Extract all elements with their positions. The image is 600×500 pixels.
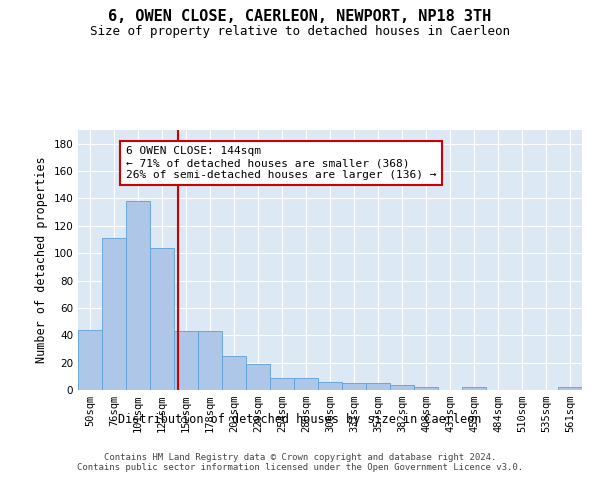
Bar xyxy=(150,248,174,390)
Bar xyxy=(414,388,438,390)
Y-axis label: Number of detached properties: Number of detached properties xyxy=(35,156,48,364)
Bar xyxy=(126,201,150,390)
Text: 6, OWEN CLOSE, CAERLEON, NEWPORT, NP18 3TH: 6, OWEN CLOSE, CAERLEON, NEWPORT, NP18 3… xyxy=(109,9,491,24)
Bar xyxy=(222,356,246,390)
Bar xyxy=(390,384,414,390)
Text: Size of property relative to detached houses in Caerleon: Size of property relative to detached ho… xyxy=(90,25,510,38)
Bar xyxy=(246,364,270,390)
Text: 6 OWEN CLOSE: 144sqm
← 71% of detached houses are smaller (368)
26% of semi-deta: 6 OWEN CLOSE: 144sqm ← 71% of detached h… xyxy=(126,146,437,180)
Bar xyxy=(174,331,198,390)
Bar xyxy=(102,238,126,390)
Bar xyxy=(462,388,486,390)
Bar xyxy=(558,388,582,390)
Text: Contains HM Land Registry data © Crown copyright and database right 2024.
Contai: Contains HM Land Registry data © Crown c… xyxy=(77,452,523,472)
Bar xyxy=(318,382,342,390)
Bar xyxy=(294,378,318,390)
Text: Distribution of detached houses by size in Caerleon: Distribution of detached houses by size … xyxy=(118,412,482,426)
Bar xyxy=(342,383,366,390)
Bar xyxy=(366,383,390,390)
Bar xyxy=(198,331,222,390)
Bar xyxy=(270,378,294,390)
Bar xyxy=(78,330,102,390)
